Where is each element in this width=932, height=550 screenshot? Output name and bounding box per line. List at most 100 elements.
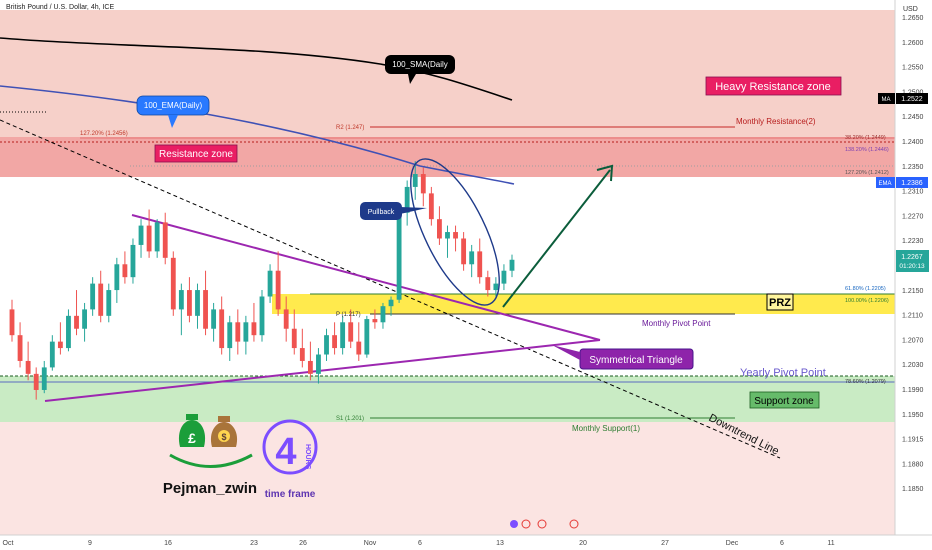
candle-body [437,219,442,239]
candle-body [420,174,426,194]
candle-body [187,290,192,316]
prz-box: PRZ [766,293,794,311]
support-zone-box: Support zone [749,391,820,409]
candle-body [57,341,63,349]
fib-left-label: 127.20% (1.2456) [80,131,128,137]
candle-body [41,367,47,390]
candle-body [340,322,346,349]
candle-body [251,322,257,336]
author-logo: £ $ Pejman_zwin 4 HOURS time frame [163,414,318,500]
candle-body [49,341,55,368]
candle-body [219,309,225,349]
candle [267,264,273,303]
price-tick-label: 1.2150 [902,288,924,295]
candle [348,309,354,349]
projection-arrowhead [596,164,614,182]
candle-body [211,309,217,329]
ema-price-tag: EMA 1.2386 [876,177,928,188]
candle [396,206,402,303]
time-tick-label: Nov [364,540,377,547]
candle-body [74,315,79,329]
candle [501,264,507,291]
resistance-zone-box: Resistance zone [154,144,238,163]
candle-body [316,354,321,374]
time-tick-label: 20 [579,540,587,547]
candle-body [380,306,386,323]
price-tick-label: 1.2030 [902,362,924,369]
candle [364,315,370,358]
r2-label: R2 (1.247) [336,125,364,131]
candle-body [243,322,249,342]
s1-label: S1 (1.201) [336,416,364,422]
monthly-resistance-label: Monthly Resistance(2) [736,117,816,126]
candle-body [82,309,87,329]
pivot-p-label: P (1.217) [336,312,361,318]
event-icon [521,519,531,529]
price-tick-label: 1.1880 [902,461,924,468]
candle-body [17,335,23,361]
candle-body [501,270,507,284]
fib-1272-label: 127.20% (1.2412) [845,170,889,176]
candle-body [412,174,418,187]
time-tick-label: 27 [661,540,669,547]
candle-body [275,270,281,310]
prz-zone [272,294,895,314]
monthly-pivot-label: Monthly Pivot Point [642,319,711,328]
time-axis-panel[interactable] [0,535,932,550]
hours-ring [262,419,318,475]
sma-callout-text: 100_SMA(Daily [392,60,448,69]
price-tick-label: 1.2270 [902,213,924,220]
time-ticks: Oct 9 16 23 26 Nov 6 13 20 27 Dec 6 11 [3,540,835,547]
time-tick-label: 6 [780,540,784,547]
ema-label: EMA [878,181,891,187]
candle [283,296,289,342]
candle-body [493,283,499,291]
candle [485,270,491,297]
candle-body [9,309,15,336]
fib-618-label: 61.80% (1.2205) [845,286,886,292]
candle [41,360,47,394]
candle [211,302,217,342]
candle [195,283,200,329]
candle [49,335,55,371]
candle [227,315,233,361]
candle [146,209,152,258]
time-tick-label: 6 [418,540,422,547]
candle [445,225,450,258]
candle-body [428,193,434,220]
candle-body [98,283,104,316]
heavy-resistance-box: Heavy Resistance zone [705,76,842,96]
candle [356,322,362,361]
hours-word: HOURS [304,444,311,470]
projection-arrow [502,169,611,308]
candle [340,315,346,355]
candle-body [106,290,112,316]
candle [106,283,112,323]
candle [404,180,410,226]
candle [307,341,313,381]
time-tick-label: 13 [496,540,504,547]
candle [477,238,483,284]
price-tick-label: 1.2400 [902,139,924,146]
candle-body [122,264,128,278]
candle [82,302,87,342]
price-tick-label: 1.1990 [902,387,924,394]
candle [219,296,225,355]
chart-title: British Pound / U.S. Dollar, 4h, ICE [6,4,114,11]
money-bag-icon [178,420,206,447]
time-tick-label: 26 [299,540,307,547]
candle [243,315,249,355]
ma-price-tag: MA 1.2522 [878,93,928,104]
candle [299,328,305,368]
candle [251,302,257,342]
support-zone [0,376,895,422]
price-tick-label: 1.2550 [902,65,924,72]
candle [380,302,386,329]
candle-body [291,328,297,349]
candle-body [130,244,136,278]
yearly-pivot-label: Yearly Pivot Point [740,367,826,379]
price-axis-panel[interactable] [895,0,932,550]
event-icon [510,520,518,528]
price-tick-label: 1.2500 [902,89,924,96]
